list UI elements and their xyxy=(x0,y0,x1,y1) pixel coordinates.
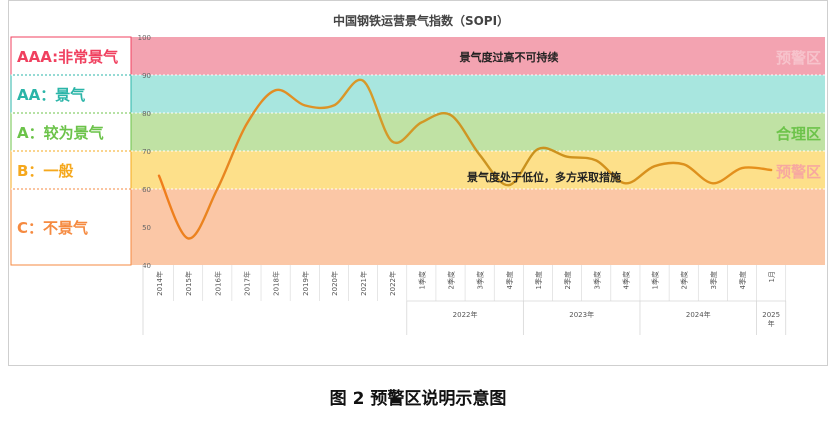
x-group-label: 2024年 xyxy=(686,310,711,319)
x-tick-label: 1季度 xyxy=(417,271,426,289)
annotation-high: 景气度过高不可持续 xyxy=(459,50,559,64)
x-tick-label: 2季度 xyxy=(563,271,572,289)
x-group-label: 2022年 xyxy=(453,310,478,319)
x-tick-label: 4季度 xyxy=(621,271,630,289)
zone-label-box xyxy=(10,188,132,266)
annotation-low: 景气度处于低位，多方采取措施 xyxy=(466,170,621,184)
zone-band xyxy=(131,37,825,75)
x-tick-label: 2020年 xyxy=(330,271,339,296)
y-tick-label: 40 xyxy=(142,262,151,270)
x-group-label: 2023年 xyxy=(569,310,594,319)
zone-label: AAA:非常景气 xyxy=(17,48,118,66)
y-tick-label: 90 xyxy=(142,72,151,80)
x-tick-label: 3季度 xyxy=(592,271,601,289)
zone-side-label: 合理区 xyxy=(775,125,821,143)
x-tick-label: 1季度 xyxy=(651,271,660,289)
x-tick-label: 4季度 xyxy=(738,271,747,289)
x-tick-label: 2季度 xyxy=(447,271,456,289)
sopi-chart: 中国钢铁运营景气指数（SOPI） AAA:非常景气 预警区AA：景气A：较为景气合… xyxy=(10,13,825,335)
y-tick-label: 80 xyxy=(142,110,151,118)
x-tick-label: 2021年 xyxy=(359,271,368,296)
x-tick-label: 2022年 xyxy=(388,271,397,296)
y-tick-label: 60 xyxy=(142,186,151,194)
y-tick-label: 70 xyxy=(142,148,151,156)
x-tick-label: 2015年 xyxy=(184,271,193,296)
x-group-label: 2025 年 xyxy=(762,311,780,328)
x-tick-label: 2018年 xyxy=(272,271,281,296)
sopi-series-line xyxy=(157,78,773,240)
chart-title: 中国钢铁运营景气指数（SOPI） xyxy=(333,13,509,28)
x-tick-label: 2016年 xyxy=(213,271,222,296)
x-tick-label: 2季度 xyxy=(680,271,689,289)
x-tick-label: 2017年 xyxy=(242,271,251,296)
y-tick-label: 50 xyxy=(142,224,151,232)
y-tick-label: 100 xyxy=(138,34,151,42)
x-tick-label: 4季度 xyxy=(505,271,514,289)
x-tick-label: 1月 xyxy=(768,271,776,282)
chart-frame: 中国钢铁运营景气指数（SOPI） AAA:非常景气 预警区 AA：景气 A：较为景气合… xyxy=(8,0,828,366)
zone-label: C：不景气 xyxy=(17,219,88,237)
zone-side-label: 预警区 xyxy=(776,163,821,181)
x-tick-label: 3季度 xyxy=(709,271,718,289)
zone-band xyxy=(131,189,825,265)
x-tick-label: 3季度 xyxy=(476,271,485,289)
x-tick-label: 2019年 xyxy=(301,271,310,296)
zone-band xyxy=(131,113,825,151)
zone-band xyxy=(131,75,825,113)
figure-caption: 图 2 预警区说明示意图 xyxy=(329,389,507,409)
zone-label-box xyxy=(10,112,132,152)
zone-label-box xyxy=(10,36,132,76)
zone-label: A：较为景气 xyxy=(17,124,104,142)
zone-side-label: 预警区 xyxy=(776,49,821,67)
zone-label: B：一般 xyxy=(17,162,73,180)
x-tick-label: 2014年 xyxy=(155,271,164,296)
zone-label: AA：景气 xyxy=(17,86,85,104)
x-tick-label: 1季度 xyxy=(534,271,543,289)
